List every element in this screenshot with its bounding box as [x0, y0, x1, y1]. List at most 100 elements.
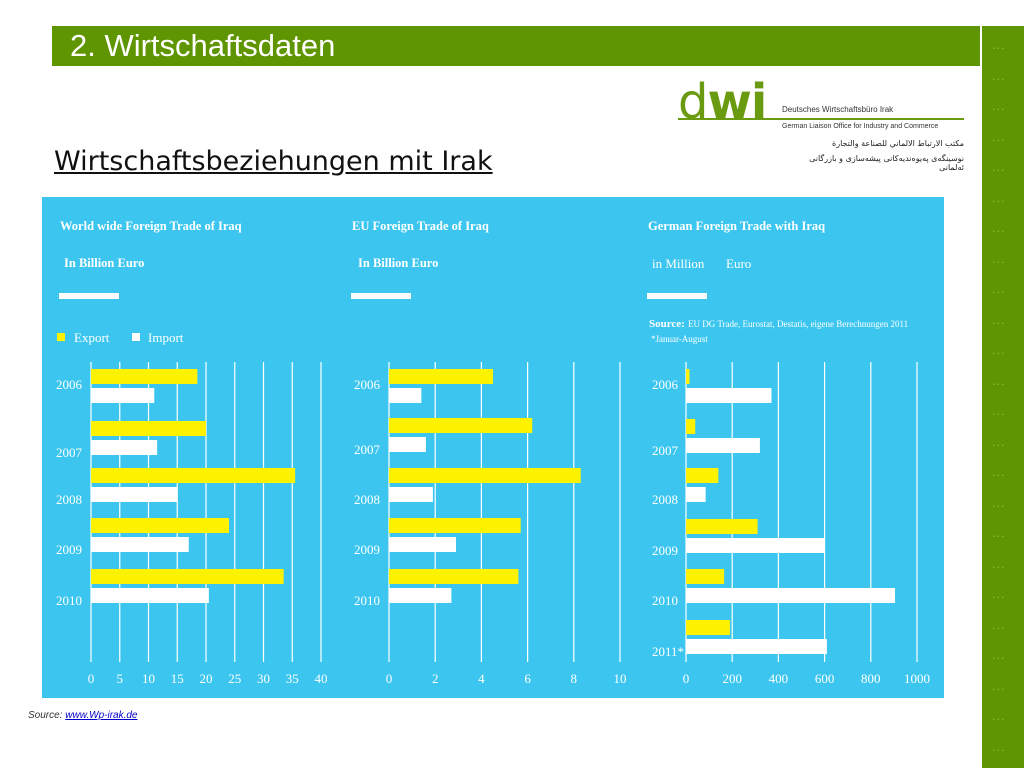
logo-mark: dwi	[678, 74, 767, 130]
right-decorative-bar: ··· ··· ··· ··· ··· ··· ··· ··· ··· ··· ··· ··· ··· ·…	[982, 26, 1024, 768]
export-bar	[91, 569, 284, 584]
decorative-dots: ···	[992, 286, 1006, 299]
export-bar	[389, 369, 493, 384]
x-tick-label: 40	[315, 671, 328, 686]
chart3-source-note: *Januar-August	[651, 334, 708, 344]
category-label: 2009	[354, 542, 380, 557]
import-bar	[686, 438, 760, 453]
legend-export-swatch	[57, 333, 65, 341]
decorative-dots: ···	[992, 682, 1006, 696]
chart-subtitle-unit: Euro	[726, 256, 751, 271]
trade-charts-panel: World wide Foreign Trade of Iraq In Billi…	[42, 197, 944, 698]
decorative-dots: ···	[992, 652, 1006, 665]
decorative-dots: ···	[992, 164, 1006, 177]
title-bar: 2. Wirtschaftsdaten	[52, 26, 980, 66]
category-label: 2006	[354, 377, 381, 392]
export-bar	[389, 518, 521, 533]
export-bar	[686, 468, 719, 483]
logo-rule	[678, 118, 964, 120]
x-tick-label: 0	[386, 671, 393, 686]
decorative-dots: ···	[992, 377, 1006, 391]
x-tick-label: 0	[683, 671, 690, 686]
import-bar	[686, 588, 896, 603]
chart-subtitle: in Million	[652, 256, 705, 271]
decorative-dots: ···	[992, 438, 1006, 452]
decorative-dots: ···	[992, 591, 1006, 604]
x-tick-label: 10	[614, 671, 627, 686]
chart3-source-text: EU DG Trade, Eurostat, Destatis, eigene …	[688, 319, 908, 329]
category-label: 2009	[56, 542, 82, 557]
x-tick-label: 15	[171, 671, 184, 686]
category-label: 2008	[56, 492, 82, 507]
x-tick-label: 800	[861, 671, 881, 686]
dwi-logo: dwi Deutsches Wirtschaftsbüro Irak Germa…	[678, 74, 968, 184]
chart3-source-label: Source:	[649, 318, 685, 330]
decorative-dots: ···	[992, 713, 1006, 726]
export-bar	[686, 419, 696, 434]
category-label: 2008	[652, 492, 678, 507]
category-label: 2010	[652, 593, 678, 608]
decorative-dots: ···	[992, 530, 1006, 543]
logo-mark-d: d	[678, 74, 708, 130]
logo-line-arabic: مكتب الارتباط الالماني للصناعة والتجارة	[832, 139, 964, 148]
decorative-dots: ···	[992, 560, 1006, 574]
import-bar	[91, 440, 158, 455]
decorative-dots: ···	[992, 499, 1006, 513]
chart-title: EU Foreign Trade of Iraq	[352, 219, 489, 233]
decorative-dots: ···	[992, 42, 1006, 55]
source-note: Source: www.Wp-irak.de	[28, 710, 138, 721]
import-bar	[389, 487, 433, 502]
x-tick-label: 10	[142, 671, 155, 686]
export-bar	[91, 518, 229, 533]
x-tick-label: 0	[88, 671, 95, 686]
category-label: 2010	[56, 593, 82, 608]
import-bar	[686, 639, 827, 654]
x-tick-label: 20	[200, 671, 213, 686]
import-bar	[91, 588, 209, 603]
import-bar	[91, 537, 189, 552]
import-bar	[389, 588, 452, 603]
category-label: 2008	[354, 492, 380, 507]
import-bar	[686, 538, 825, 553]
category-label: 2011*	[652, 644, 684, 659]
x-tick-label: 25	[228, 671, 241, 686]
logo-line-kurdish: نوسینگەی پەیوەندیەکانی پیشەسازی و بازرگا…	[809, 154, 964, 172]
decorative-dots: ···	[992, 255, 1006, 269]
export-bar	[389, 468, 581, 483]
export-bar	[91, 421, 206, 436]
logo-line-english: German Liaison Office for Industry and C…	[782, 123, 939, 130]
decorative-dots: ···	[992, 408, 1006, 421]
chart-title-underline	[59, 293, 119, 299]
export-bar	[91, 369, 198, 384]
export-bar	[686, 620, 730, 635]
decorative-dots: ···	[992, 469, 1006, 482]
category-label: 2010	[354, 593, 380, 608]
x-tick-label: 2	[432, 671, 439, 686]
chart-subtitle: In Billion Euro	[358, 256, 438, 270]
import-bar	[686, 388, 772, 403]
decorative-dots: ···	[992, 743, 1006, 757]
x-tick-label: 400	[769, 671, 789, 686]
import-bar	[91, 388, 155, 403]
x-tick-label: 8	[571, 671, 578, 686]
decorative-dots: ···	[992, 133, 1006, 147]
import-bar	[686, 487, 706, 502]
legend-import-swatch	[132, 333, 140, 341]
decorative-dots: ···	[992, 225, 1006, 238]
category-label: 2006	[652, 377, 679, 392]
chart-title: World wide Foreign Trade of Iraq	[60, 219, 242, 233]
category-label: 2007	[56, 445, 83, 460]
export-bar	[91, 468, 296, 483]
export-bar	[389, 569, 519, 584]
legend-import-label: Import	[148, 330, 184, 345]
export-bar	[686, 569, 725, 584]
export-bar	[389, 418, 533, 433]
source-prefix: Source:	[28, 710, 63, 721]
decorative-dots: ···	[992, 347, 1006, 360]
x-tick-label: 4	[478, 671, 485, 686]
chart-title: German Foreign Trade with Iraq	[648, 219, 825, 233]
decorative-dots: ···	[992, 72, 1006, 86]
category-label: 2007	[354, 442, 381, 457]
source-link[interactable]: www.Wp-irak.de	[65, 710, 138, 721]
chart-title-underline	[647, 293, 707, 299]
